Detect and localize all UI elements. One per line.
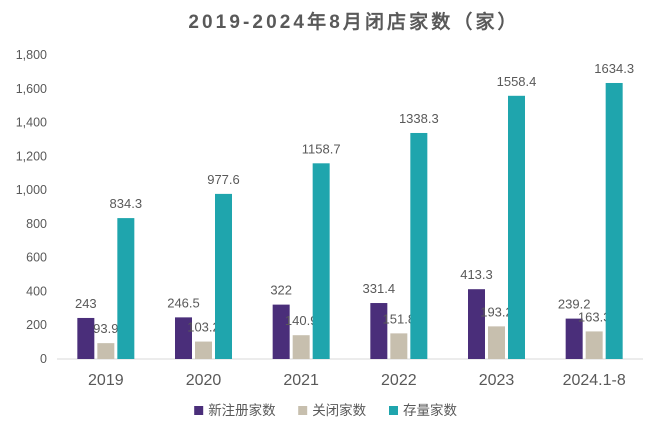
svg-text:2022: 2022 xyxy=(381,372,417,389)
svg-text:977.6: 977.6 xyxy=(207,172,240,187)
svg-text:0: 0 xyxy=(40,352,47,366)
svg-text:1634.3: 1634.3 xyxy=(594,61,634,76)
svg-text:800: 800 xyxy=(26,217,47,231)
svg-text:1338.3: 1338.3 xyxy=(399,111,439,126)
svg-text:2024.1-8: 2024.1-8 xyxy=(563,372,626,389)
svg-text:103.2: 103.2 xyxy=(187,320,220,335)
svg-text:151.8: 151.8 xyxy=(383,311,416,326)
svg-text:新注册家数: 新注册家数 xyxy=(208,402,276,418)
svg-text:2023: 2023 xyxy=(479,372,515,389)
svg-text:140.9: 140.9 xyxy=(285,313,318,328)
svg-text:1158.7: 1158.7 xyxy=(302,141,341,156)
svg-text:246.5: 246.5 xyxy=(167,295,200,310)
svg-text:1,200: 1,200 xyxy=(16,149,47,163)
svg-text:1,600: 1,600 xyxy=(16,82,47,96)
svg-text:2021: 2021 xyxy=(283,372,319,389)
svg-text:600: 600 xyxy=(26,251,47,265)
svg-text:322: 322 xyxy=(270,283,292,298)
svg-text:2020: 2020 xyxy=(186,372,222,389)
svg-text:1,000: 1,000 xyxy=(16,183,47,197)
svg-text:1,400: 1,400 xyxy=(16,116,47,130)
svg-text:834.3: 834.3 xyxy=(110,196,143,211)
svg-text:200: 200 xyxy=(26,318,47,332)
svg-text:1,800: 1,800 xyxy=(16,48,47,62)
svg-text:331.4: 331.4 xyxy=(363,281,396,296)
svg-text:关闭家数: 关闭家数 xyxy=(312,402,366,418)
svg-text:413.3: 413.3 xyxy=(460,267,493,282)
svg-text:400: 400 xyxy=(26,284,47,298)
svg-text:存量家数: 存量家数 xyxy=(403,402,457,418)
svg-text:243: 243 xyxy=(75,296,97,311)
svg-text:193.2: 193.2 xyxy=(480,304,513,319)
svg-text:163.3: 163.3 xyxy=(578,309,611,324)
svg-text:93.9: 93.9 xyxy=(93,321,118,336)
svg-text:1558.4: 1558.4 xyxy=(497,74,537,89)
svg-text:2019: 2019 xyxy=(88,372,124,389)
